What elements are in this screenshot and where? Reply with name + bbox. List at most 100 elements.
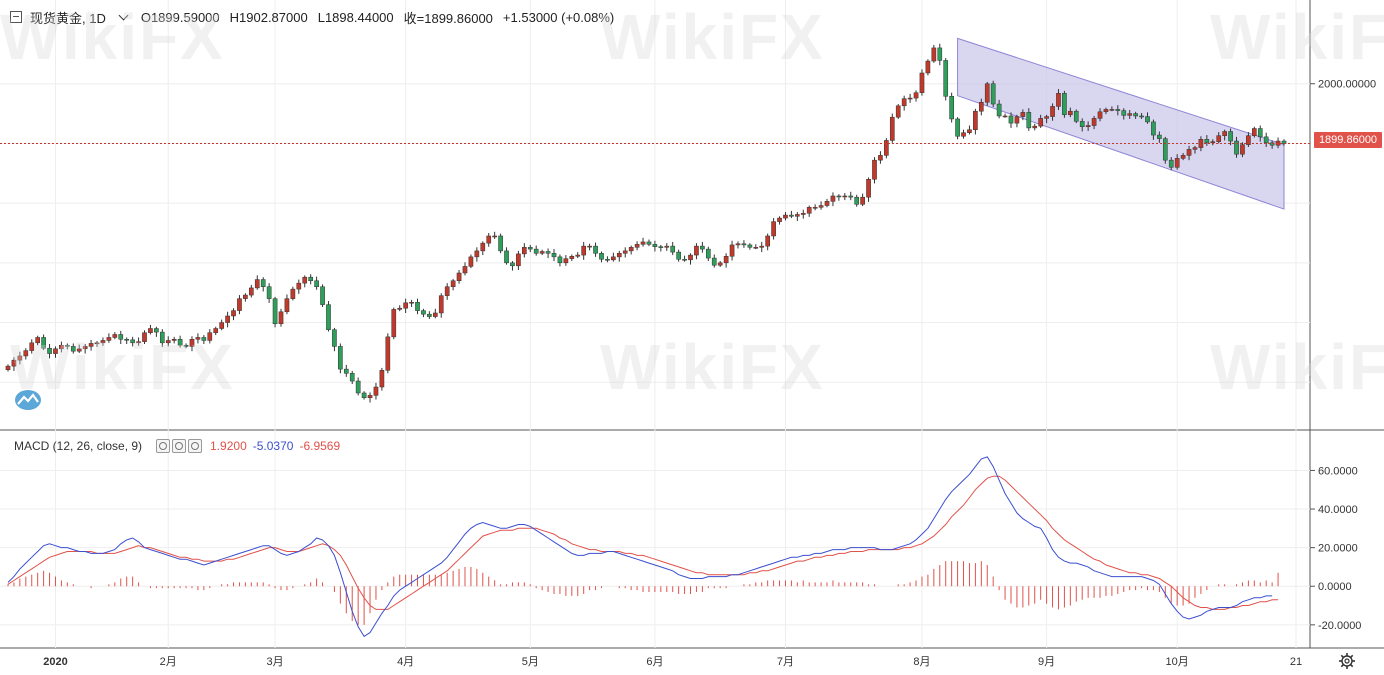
candle <box>1097 111 1103 119</box>
candle <box>1210 141 1216 144</box>
candle <box>884 140 889 156</box>
candle <box>1103 109 1109 113</box>
candle <box>35 337 41 344</box>
symbol-label[interactable]: 现货黄金, 1D <box>30 10 106 26</box>
candle <box>949 96 954 120</box>
candle <box>1263 136 1269 144</box>
candle <box>569 256 575 259</box>
candle <box>593 245 598 254</box>
candle <box>1234 140 1239 155</box>
candle <box>806 207 812 214</box>
candle <box>1091 118 1097 126</box>
candle <box>308 276 314 281</box>
candle <box>1127 113 1133 116</box>
x-tick-label: 9月 <box>1038 656 1055 668</box>
candle <box>260 279 266 287</box>
candle <box>379 370 385 388</box>
candle <box>65 344 70 347</box>
menu-icon[interactable] <box>10 11 22 23</box>
candle <box>1020 112 1026 117</box>
candle <box>622 250 628 254</box>
candle <box>1014 116 1020 124</box>
candle <box>1192 147 1198 150</box>
candle <box>177 339 183 346</box>
watermark: WikiFX <box>600 331 825 403</box>
candle <box>237 298 242 311</box>
watermark: WikiFX <box>10 331 235 403</box>
candle <box>17 355 23 361</box>
candle <box>907 97 913 100</box>
candle <box>391 309 397 338</box>
candle <box>842 195 848 198</box>
candle <box>1026 112 1032 129</box>
candle <box>866 179 871 198</box>
watermark: WikiFX <box>1210 1 1384 73</box>
candle <box>646 241 652 245</box>
candle <box>765 235 770 247</box>
candle <box>824 201 830 206</box>
candle <box>361 392 367 399</box>
settings-icon[interactable] <box>172 439 187 453</box>
close-value: 收=1899.86000 <box>403 10 493 26</box>
eye-icon[interactable] <box>156 439 171 453</box>
candle <box>272 298 278 324</box>
candle <box>961 132 966 137</box>
candle <box>480 242 486 252</box>
high-value: H1902.87000 <box>229 9 308 25</box>
candle <box>249 287 254 296</box>
candle <box>468 256 474 267</box>
candle <box>1139 115 1144 118</box>
candle <box>343 368 349 374</box>
candle <box>729 244 735 257</box>
candle <box>818 205 824 208</box>
close-icon[interactable] <box>188 439 203 453</box>
candle <box>984 83 990 103</box>
candle <box>213 328 219 333</box>
candle <box>338 346 343 370</box>
candle <box>1038 118 1043 127</box>
candle <box>516 253 521 267</box>
candle <box>11 359 17 367</box>
candle <box>1186 149 1192 156</box>
candle <box>545 251 551 254</box>
candle <box>599 253 604 260</box>
x-tick-label: 4月 <box>397 656 414 668</box>
x-tick-label: 2月 <box>160 656 177 668</box>
candle <box>1044 116 1049 119</box>
candle <box>1269 142 1275 146</box>
candle <box>118 334 124 340</box>
candle <box>136 341 141 344</box>
macd-y-tick-label: 0.0000 <box>1318 581 1352 593</box>
macd-y-tick-label: 60.0000 <box>1318 465 1358 477</box>
candle <box>753 247 759 249</box>
macd-value: -5.0370 <box>252 439 294 453</box>
low-value: L1898.44000 <box>317 9 394 25</box>
candle <box>403 302 408 309</box>
candle <box>771 221 776 237</box>
change-value: +1.53000 (+0.08%) <box>502 9 615 25</box>
candle <box>88 343 94 347</box>
candle <box>70 346 76 352</box>
candle <box>266 286 272 299</box>
candle <box>919 72 925 93</box>
candle <box>302 276 308 284</box>
candle <box>5 365 11 370</box>
candle <box>195 337 201 340</box>
candle <box>130 339 135 344</box>
candle <box>848 195 854 198</box>
hist-value: 1.9200 <box>210 439 247 453</box>
candle <box>711 257 717 266</box>
candle <box>450 280 456 287</box>
candle <box>142 332 147 342</box>
macd-header: MACD (12, 26, close, 9) 1.9200 -5.0370 -… <box>14 439 340 453</box>
x-tick-label: 5月 <box>522 656 539 668</box>
candle <box>955 118 960 137</box>
candle <box>1115 109 1121 111</box>
candle <box>640 241 646 245</box>
macd-label: MACD (12, 26, close, 9) <box>14 439 143 453</box>
candle <box>836 195 842 198</box>
candle <box>1109 109 1115 111</box>
candle <box>159 331 165 344</box>
gear-icon[interactable] <box>1338 652 1356 670</box>
candle <box>800 213 806 215</box>
